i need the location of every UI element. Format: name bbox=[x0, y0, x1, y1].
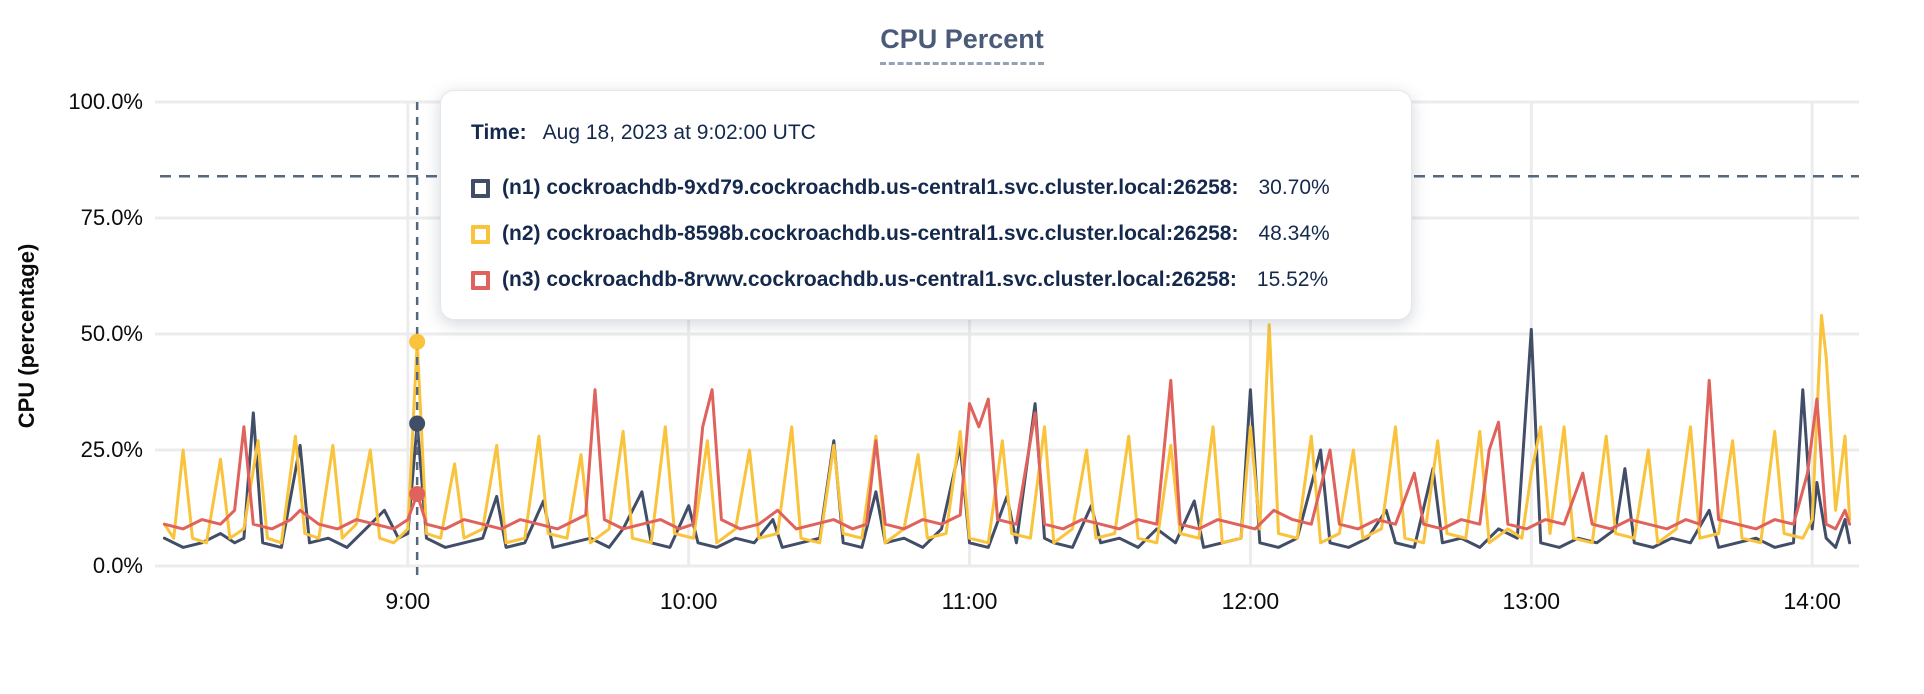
x-tick-label: 14:00 bbox=[1783, 588, 1841, 614]
chart-title[interactable]: CPU Percent bbox=[880, 24, 1044, 66]
y-tick-label: 100.0% bbox=[68, 89, 143, 114]
series-line-n2 bbox=[162, 313, 1852, 545]
y-tick-label: 50.0% bbox=[80, 321, 143, 346]
x-tick-label: 10:00 bbox=[659, 588, 718, 614]
tooltip-row-n3: (n3) cockroachdb-8rvwv.cockroachdb.us-ce… bbox=[471, 257, 1381, 303]
x-tick-label: 12:00 bbox=[1221, 588, 1280, 614]
hover-point-n3 bbox=[409, 485, 426, 502]
tooltip-time-label: Time: bbox=[471, 121, 527, 144]
series-swatch-icon bbox=[471, 178, 490, 198]
hover-point-n1 bbox=[409, 415, 426, 432]
series-value: 30.70% bbox=[1258, 176, 1330, 199]
tooltip-row-n1: (n1) cockroachdb-9xd79.cockroachdb.us-ce… bbox=[471, 165, 1381, 211]
series-value: 48.34% bbox=[1258, 222, 1330, 245]
x-tick-label: 13:00 bbox=[1502, 588, 1561, 614]
series-value: 15.52% bbox=[1256, 268, 1329, 291]
series-line-n1 bbox=[162, 327, 1852, 549]
series-swatch-icon bbox=[471, 224, 490, 244]
series-line-n3 bbox=[162, 378, 1852, 531]
x-tick-label: 11:00 bbox=[941, 588, 998, 614]
y-tick-label: 0.0% bbox=[92, 553, 143, 578]
series-label: (n3) cockroachdb-8rvwv.cockroachdb.us-ce… bbox=[502, 268, 1237, 291]
series-label: (n2) cockroachdb-8598b.cockroachdb.us-ce… bbox=[502, 222, 1239, 245]
tooltip-series-rows: (n1) cockroachdb-9xd79.cockroachdb.us-ce… bbox=[471, 165, 1381, 303]
x-tick-label: 9:00 bbox=[385, 588, 431, 614]
hover-point-n2 bbox=[409, 333, 426, 350]
tooltip-row-n2: (n2) cockroachdb-8598b.cockroachdb.us-ce… bbox=[471, 211, 1381, 257]
y-tick-label: 75.0% bbox=[80, 205, 143, 230]
series-label: (n1) cockroachdb-9xd79.cockroachdb.us-ce… bbox=[502, 176, 1239, 199]
tooltip-time-value: Aug 18, 2023 at 9:02:00 UTC bbox=[542, 121, 816, 144]
y-tick-label: 25.0% bbox=[80, 437, 143, 462]
series-swatch-icon bbox=[471, 270, 490, 290]
tooltip-time-row: Time: Aug 18, 2023 at 9:02:00 UTC bbox=[471, 121, 1381, 145]
chart-title-wrap: CPU Percent bbox=[0, 24, 1924, 66]
hover-tooltip: Time: Aug 18, 2023 at 9:02:00 UTC (n1) c… bbox=[440, 90, 1412, 320]
